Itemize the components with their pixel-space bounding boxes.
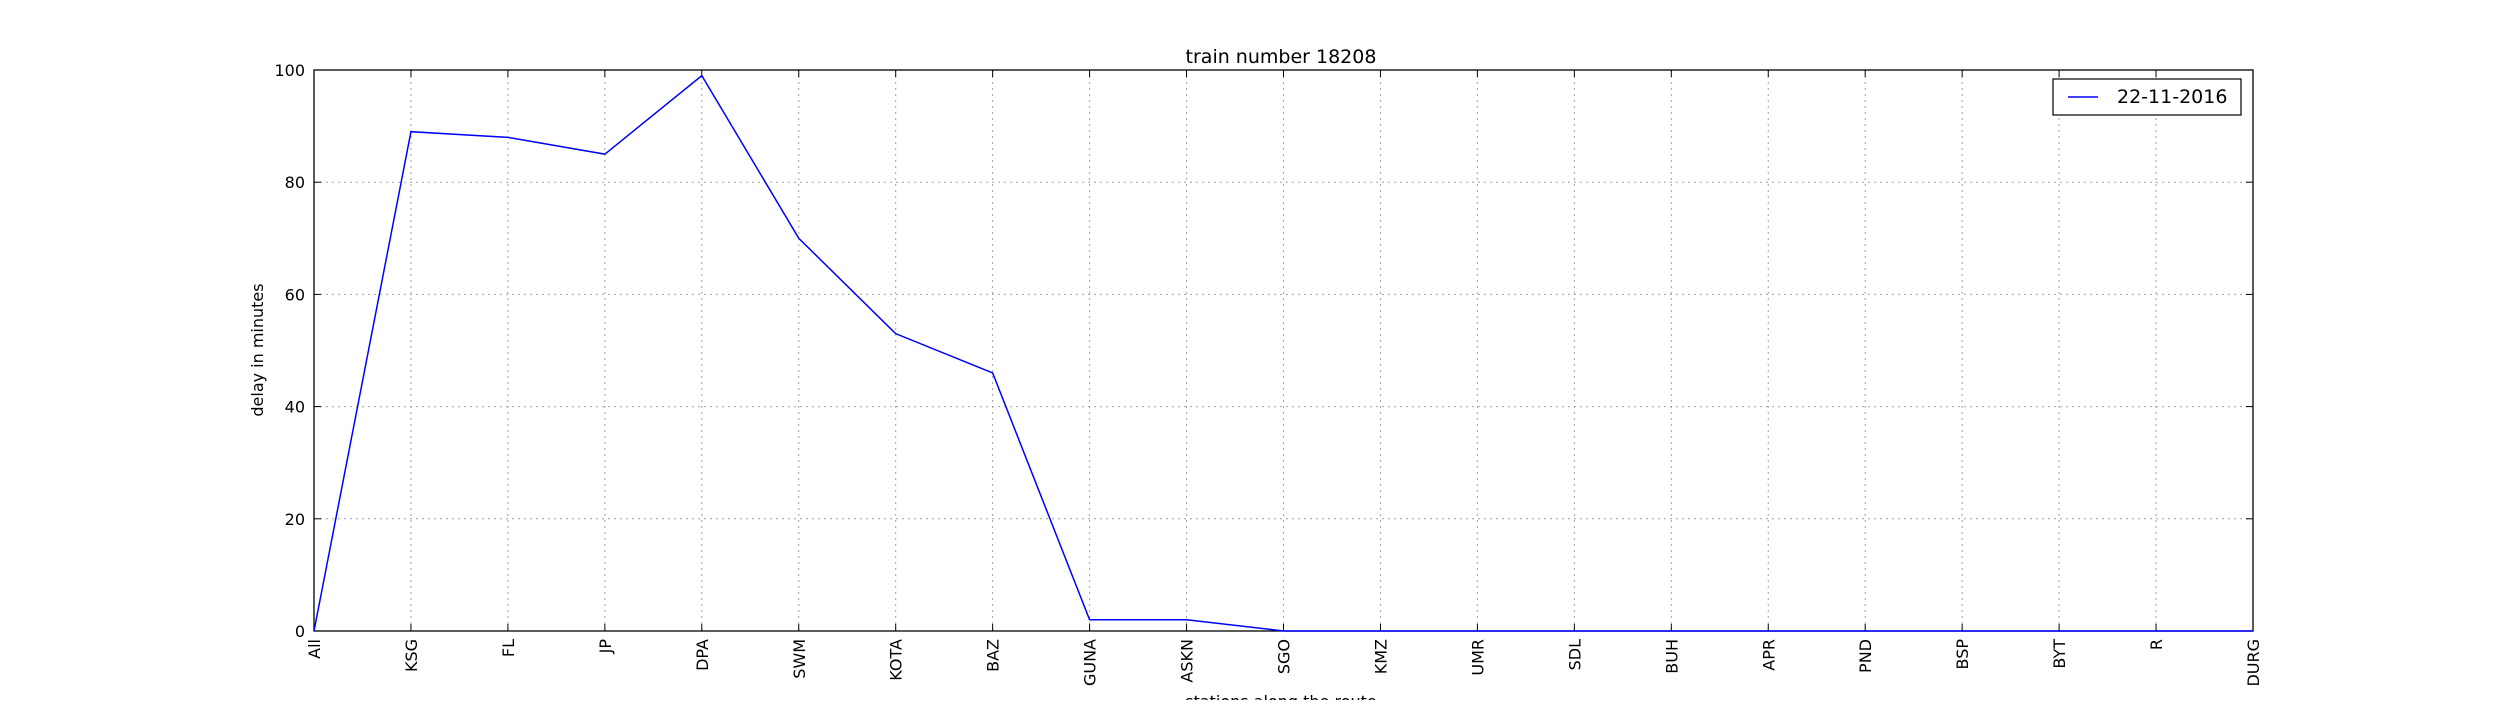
x-tick-label: GUNA: [1081, 639, 1100, 686]
y-tick-label: 20: [285, 510, 305, 529]
y-axis-label: delay in minutes: [248, 283, 267, 416]
series-layer: [313, 74, 2253, 632]
x-tick-label: SDL: [1565, 639, 1584, 670]
x-tick-label: BSP: [1953, 639, 1972, 670]
x-tick-label: SGO: [1275, 639, 1294, 674]
chart-title: train number 18208: [1186, 46, 1377, 68]
series-line: [313, 74, 2253, 632]
y-tick-label: 60: [285, 285, 305, 304]
legend: 22-11-2016: [2052, 78, 2242, 116]
x-tick-label: DPA: [693, 639, 712, 671]
y-tick-label: 40: [285, 398, 305, 417]
x-tick-label: UMR: [1468, 639, 1487, 676]
x-tick-label: ASKN: [1178, 639, 1197, 683]
x-tick-label: All: [305, 639, 324, 659]
x-tick-label: R: [2147, 639, 2166, 650]
y-tick-label: 80: [285, 173, 305, 192]
y-tick-label: 100: [274, 61, 305, 80]
x-tick-label: SWM: [790, 639, 809, 679]
x-tick-label: BUH: [1662, 639, 1681, 674]
x-tick-label: KSG: [402, 639, 421, 672]
x-tick-label: DURG: [2244, 639, 2263, 687]
x-tick-label: KOTA: [887, 639, 906, 681]
x-tick-label: BYT: [2050, 639, 2069, 669]
x-axis-label: stations along the route: [1185, 692, 1377, 700]
x-tick-label: BAZ: [984, 639, 1003, 672]
x-tick-label: JP: [596, 639, 615, 655]
y-tick-label: 0: [295, 622, 305, 641]
legend-series-label: 22-11-2016: [2117, 86, 2227, 108]
axes: All KSG FL JP DPA SWM KOTA BAZ GUNA ASKN SGO KMZ UMR…: [274, 61, 2263, 687]
x-tick-label: PND: [1856, 639, 1875, 673]
x-tick-label: FL: [499, 639, 518, 657]
x-tick-label: KMZ: [1371, 639, 1390, 674]
x-tick-label: APR: [1759, 639, 1778, 671]
